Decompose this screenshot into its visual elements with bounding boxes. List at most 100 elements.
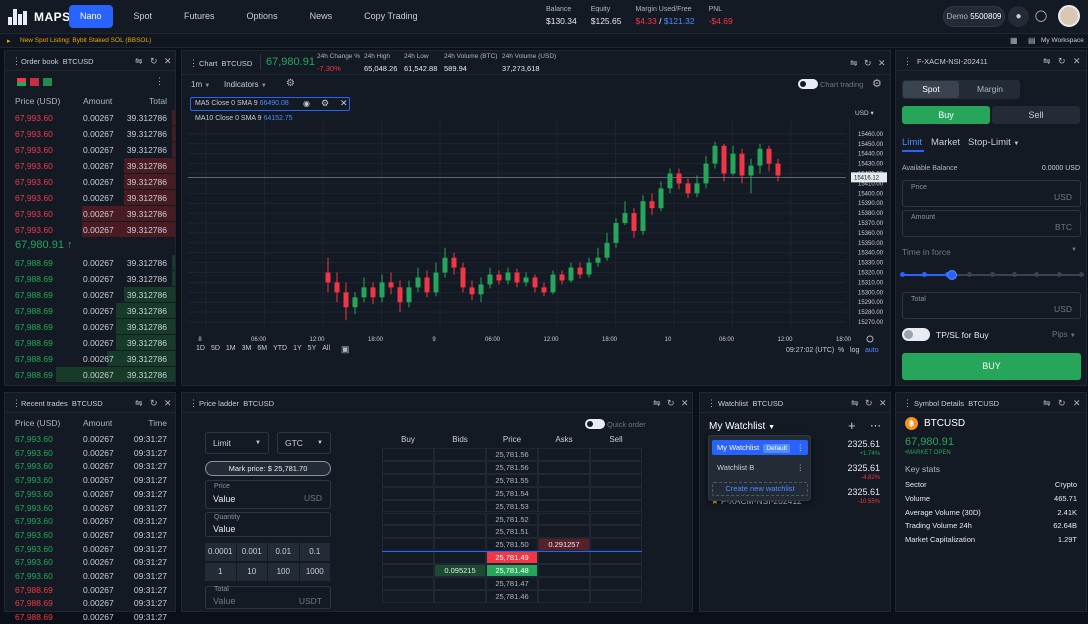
pips-select[interactable]: Pips ▼ [1052, 330, 1076, 339]
option-more-icon[interactable]: ⋮ [796, 463, 805, 472]
ladder-cell[interactable] [538, 512, 590, 526]
ladder-cell[interactable] [590, 564, 642, 577]
price-field[interactable]: Price USD [902, 180, 1081, 207]
nav-copy-trading[interactable]: Copy Trading [364, 11, 418, 21]
type-stop-limit[interactable]: Stop-Limit ▼ [968, 137, 1020, 148]
sell-tab[interactable]: Sell [992, 106, 1080, 124]
percent-toggle[interactable]: % [838, 347, 845, 354]
ladder-cell[interactable] [538, 577, 590, 590]
precision-select[interactable]: ⋮ [155, 76, 164, 86]
quantity-preset[interactable]: 0.1 [299, 543, 330, 561]
ladder-cell[interactable] [538, 551, 590, 565]
ladder-cell[interactable] [538, 460, 590, 474]
ladder-price-cell[interactable]: 25,781.54 [486, 486, 538, 500]
close-icon[interactable]: ✕ [879, 398, 887, 408]
announcement-text[interactable]: New Spot Listing: Bybit Staked SOL (BBSO… [20, 37, 152, 44]
ma-settings-icon[interactable]: ⚙ [321, 98, 330, 108]
order-book-row[interactable]: 67,988.69 0.00267 39.312786 [5, 351, 175, 366]
avatar[interactable] [1058, 5, 1080, 27]
quantity-preset[interactable]: 0.001 [236, 543, 267, 561]
ladder-cell[interactable] [434, 538, 486, 552]
watchlist-last-symbol-row[interactable]: ★ F-XACM-NSI-202412 [711, 496, 802, 506]
ladder-price-cell[interactable]: 25,781.51 [486, 525, 538, 539]
view-toggle-icons[interactable] [17, 78, 53, 87]
calendar-icon[interactable]: ▣ [341, 344, 350, 354]
nav-nano[interactable]: Nano [69, 5, 113, 28]
refresh-icon[interactable]: ↻ [864, 58, 872, 68]
range-5d[interactable]: 5D [210, 345, 220, 352]
ladder-cell[interactable] [590, 551, 642, 565]
slider-handle[interactable] [947, 270, 958, 280]
ladder-cell[interactable] [382, 577, 434, 590]
ladder-cell[interactable] [382, 460, 434, 474]
ladder-cell[interactable] [382, 525, 434, 539]
ladder-cell[interactable] [382, 499, 434, 513]
range-ytd[interactable]: YTD [273, 345, 288, 352]
watchlist-price[interactable]: 2325.61 [847, 463, 880, 473]
chart-trading-toggle[interactable] [798, 79, 818, 89]
ladder-price-cell[interactable]: 25,781.53 [486, 499, 538, 513]
order-book-row[interactable]: 67,993.60 0.00267 39.312786 [5, 110, 175, 125]
ladder-price-cell[interactable]: 25,781.56 [486, 460, 538, 474]
close-icon[interactable]: ✕ [878, 58, 886, 68]
order-book-row[interactable]: 67,993.60 0.00267 39.312786 [5, 142, 175, 157]
quantity-preset[interactable]: 0.01 [268, 543, 299, 561]
watchlist-option-default[interactable]: My Watchlist Default ⋮ [712, 440, 808, 455]
ladder-cell[interactable] [590, 473, 642, 487]
total-field[interactable]: Total USD [902, 292, 1081, 319]
ladder-cell[interactable] [590, 589, 642, 603]
tab-margin[interactable]: Margin [977, 84, 1003, 94]
order-book-row[interactable]: 67,988.69 0.00267 39.312786 [5, 287, 175, 302]
ladder-cell[interactable] [382, 551, 434, 565]
range-3m[interactable]: 3M [241, 345, 252, 352]
account-selector[interactable]: Demo 5500809 [943, 6, 1005, 27]
quick-order-toggle[interactable] [585, 419, 605, 429]
refresh-icon[interactable]: ↻ [1058, 56, 1066, 66]
ladder-cell[interactable] [538, 589, 590, 603]
amount-field[interactable]: Amount BTC [902, 210, 1081, 237]
ladder-cell[interactable] [538, 525, 590, 539]
refresh-icon[interactable]: ↻ [865, 398, 873, 408]
interval-select[interactable]: 1m ▼ [191, 80, 211, 89]
notifications-icon[interactable]: ● [1008, 6, 1029, 27]
ladder-price-cell[interactable]: 25,781.46 [486, 589, 538, 603]
drag-icon[interactable]: ⋮ [12, 398, 21, 408]
order-book-row[interactable]: 67,993.60 0.00267 39.312786 [5, 158, 175, 173]
ladder-price-field[interactable]: Price Value USD [205, 480, 331, 509]
layout-icon[interactable]: ▦ [1010, 36, 1018, 45]
ladder-cell[interactable] [590, 577, 642, 590]
ladder-cell[interactable] [590, 448, 642, 461]
refresh-icon[interactable]: ↻ [1058, 398, 1066, 408]
drag-icon[interactable]: ⋮ [189, 58, 198, 68]
ladder-cell[interactable] [434, 499, 486, 513]
ladder-cell[interactable] [590, 525, 642, 539]
ladder-cell[interactable] [382, 486, 434, 500]
order-book-row[interactable]: 67,993.60 0.00267 39.312786 [5, 126, 175, 141]
log-toggle[interactable]: log [850, 347, 860, 354]
range-all[interactable]: All [322, 345, 331, 352]
quantity-preset[interactable]: 100 [268, 563, 299, 581]
candlestick-chart[interactable]: 15460.0015450.0015440.0015430.0015420.00… [188, 119, 888, 344]
ladder-cell[interactable] [382, 473, 434, 487]
ladder-price-cell[interactable]: 25,781.55 [486, 473, 538, 487]
nav-spot[interactable]: Spot [133, 11, 153, 21]
chart-gear-icon[interactable]: ⚙ [872, 78, 882, 90]
quantity-preset[interactable]: 1000 [299, 563, 330, 581]
order-book-row[interactable]: 67,988.69 0.00267 39.312786 [5, 367, 175, 382]
ladder-cell[interactable] [434, 589, 486, 603]
watchlist-price[interactable]: 2325.61 [847, 487, 880, 497]
ladder-cell[interactable] [382, 589, 434, 603]
workspace-icon[interactable]: ▤ [1028, 36, 1036, 45]
ladder-cell[interactable] [434, 512, 486, 526]
ladder-cell[interactable] [590, 486, 642, 500]
close-icon[interactable]: ✕ [1073, 398, 1081, 408]
nav-options[interactable]: Options [246, 11, 278, 21]
ladder-cell[interactable] [434, 460, 486, 474]
watchlist-price[interactable]: 2325.61 [847, 439, 880, 449]
buy-tab[interactable]: Buy [902, 106, 990, 124]
drag-icon[interactable]: ⋮ [189, 398, 198, 408]
ladder-price-cell[interactable]: 25,781.48 [486, 564, 538, 577]
watchlist-more-icon[interactable]: ⋯ [870, 420, 881, 432]
ladder-cell[interactable] [382, 538, 434, 552]
create-watchlist-button[interactable]: Create new watchlist [712, 482, 808, 496]
